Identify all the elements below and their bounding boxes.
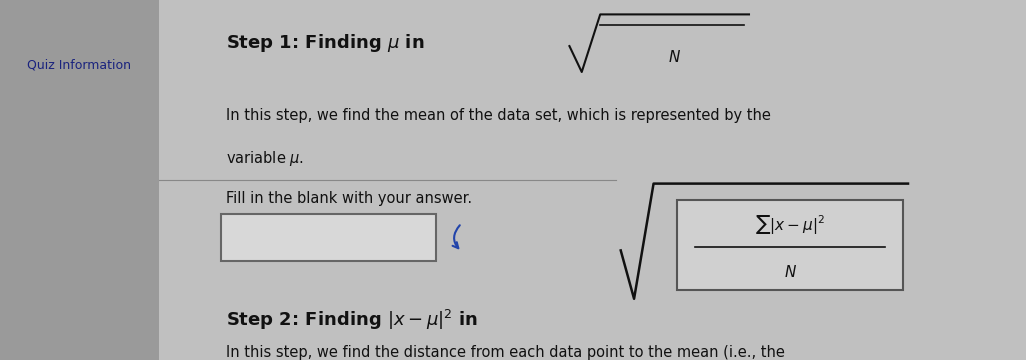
- Text: In this step, we find the mean of the data set, which is represented by the: In this step, we find the mean of the da…: [226, 108, 771, 123]
- Text: variable $\mu$.: variable $\mu$.: [226, 149, 304, 168]
- Text: $\sum |x - \mu|^2$: $\sum |x - \mu|^2$: [755, 213, 825, 237]
- Text: Step 1: Finding $\mu$ in: Step 1: Finding $\mu$ in: [226, 32, 424, 54]
- FancyBboxPatch shape: [221, 214, 436, 261]
- FancyBboxPatch shape: [677, 200, 903, 290]
- Text: Step 2: Finding $|x - \mu|^2$ in: Step 2: Finding $|x - \mu|^2$ in: [226, 309, 478, 332]
- Text: $N$: $N$: [784, 265, 796, 280]
- Text: $N$: $N$: [668, 49, 681, 65]
- Text: Fill in the blank with your answer.: Fill in the blank with your answer.: [226, 190, 472, 206]
- Text: Quiz Information: Quiz Information: [27, 58, 131, 71]
- FancyBboxPatch shape: [0, 0, 159, 360]
- Text: In this step, we find the distance from each data point to the mean (i.e., the: In this step, we find the distance from …: [226, 345, 785, 360]
